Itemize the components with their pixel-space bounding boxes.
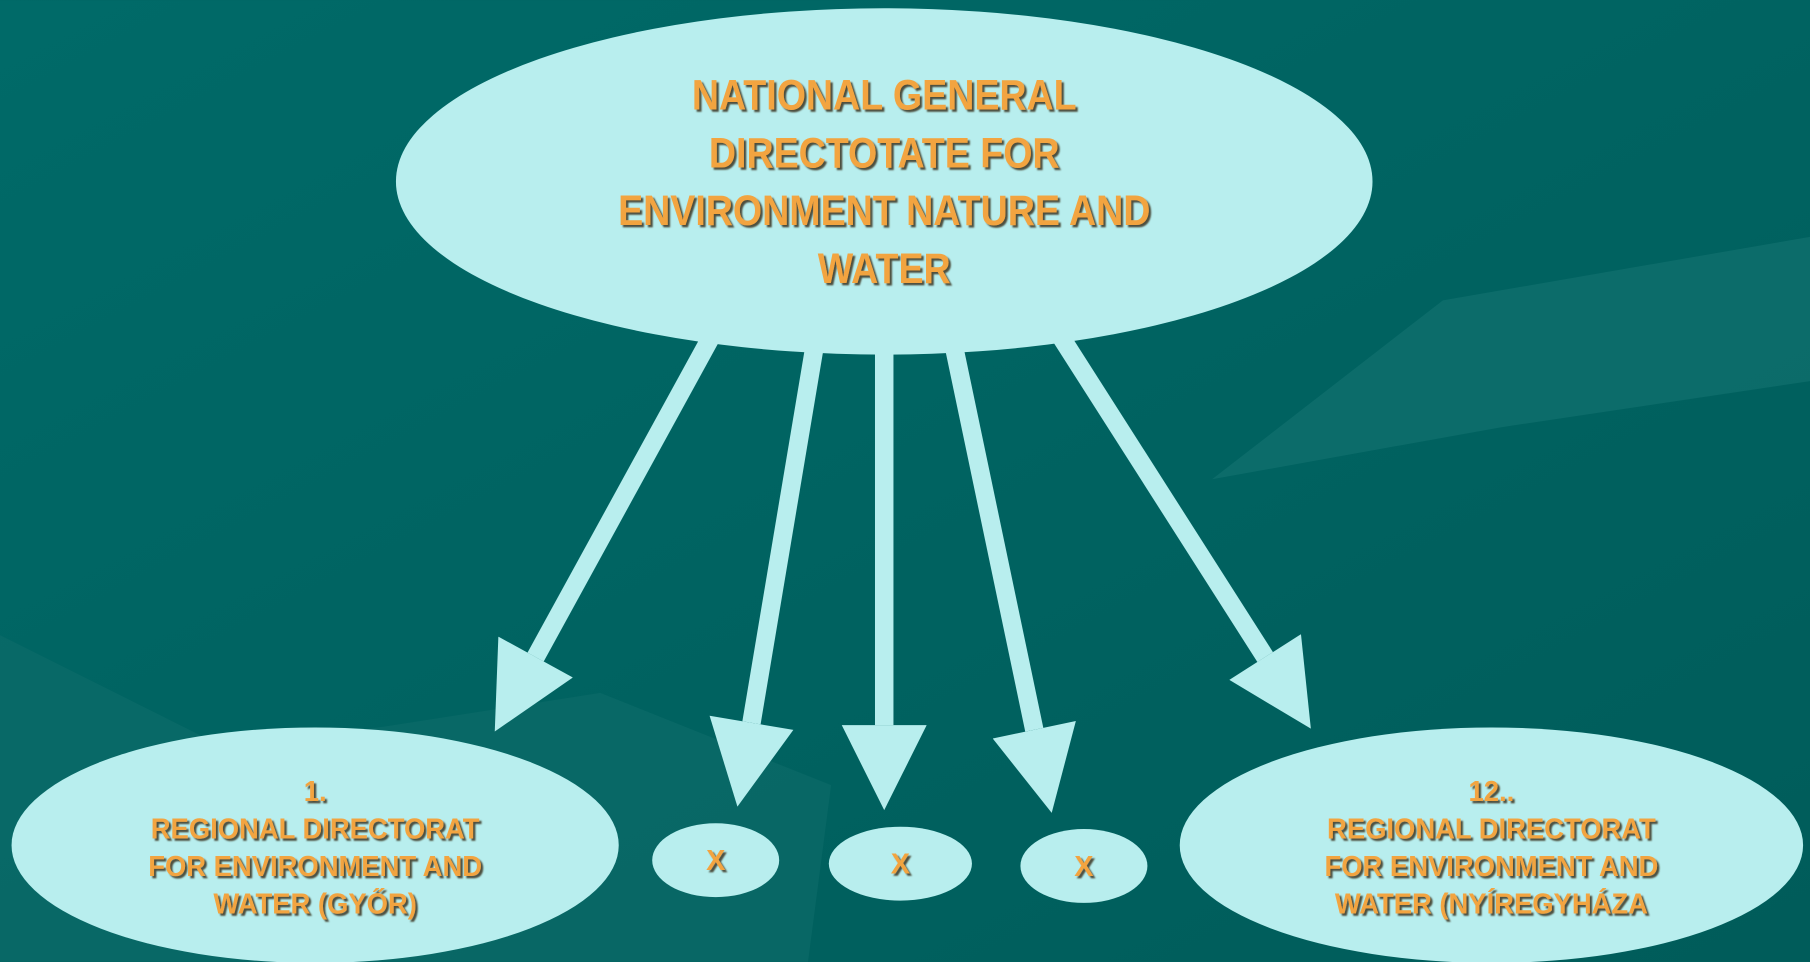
node-label: 12.. <box>1469 775 1515 807</box>
node-label: WATER <box>818 245 951 293</box>
node-label: FOR ENVIRONMENT AND <box>1324 850 1658 882</box>
node-label: ENVIRONMENT NATURE AND <box>618 187 1150 235</box>
node-label: X <box>891 849 910 881</box>
diagram: NATIONAL GENERAL DIRECTOTATE FOR ENVIRONME… <box>0 0 1810 962</box>
page: {"nodes": [ {"lines": ["NATIONAL GENERAL… <box>0 0 1810 962</box>
node-label: X <box>706 845 725 877</box>
node-label: WATER (NYÍREGYHÁZA <box>1335 888 1648 920</box>
node-label: DIRECTOTATE FOR <box>709 129 1060 177</box>
node-label: WATER (GYŐR) <box>213 888 416 920</box>
node-ellipse <box>1180 727 1803 962</box>
node-label: REGIONAL DIRECTORAT <box>151 813 480 845</box>
node-ellipse <box>396 8 1373 354</box>
node-label: FOR ENVIRONMENT AND <box>148 850 482 882</box>
node-label: NATIONAL GENERAL <box>692 71 1077 119</box>
node-label: X <box>1074 851 1093 883</box>
node-label: 1. <box>304 775 327 807</box>
node-ellipse <box>12 727 619 962</box>
node-label: REGIONAL DIRECTORAT <box>1327 813 1656 845</box>
